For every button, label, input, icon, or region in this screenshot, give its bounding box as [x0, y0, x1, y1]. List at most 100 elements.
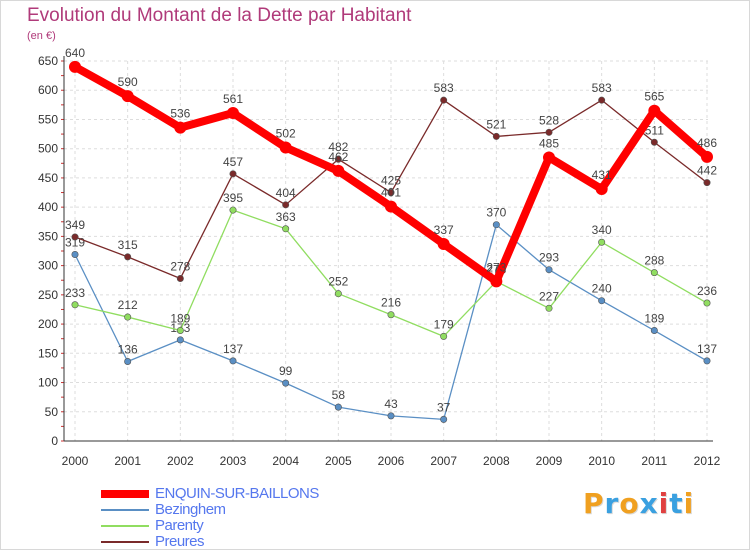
data-label: 349	[65, 218, 85, 232]
brand-letter: o	[619, 487, 640, 520]
data-label: 58	[332, 388, 346, 402]
data-point	[176, 274, 184, 282]
x-tick-label: 2000	[62, 454, 89, 468]
y-tick-label: 450	[38, 171, 58, 185]
data-label: 43	[384, 397, 398, 411]
y-tick-label: 100	[38, 376, 58, 390]
data-point	[650, 269, 658, 277]
data-label: 273	[486, 260, 506, 274]
x-tick-label: 2008	[483, 454, 510, 468]
data-point	[279, 141, 292, 154]
data-label: 340	[592, 223, 612, 237]
x-tick-label: 2002	[167, 454, 194, 468]
data-point	[332, 164, 345, 177]
y-tick-label: 550	[38, 112, 58, 126]
x-tick-label: 2001	[114, 454, 141, 468]
y-tick-label: 350	[38, 229, 58, 243]
y-tick-label: 200	[38, 317, 58, 331]
x-tick-label: 2006	[378, 454, 405, 468]
data-label: 511	[645, 123, 664, 137]
data-point	[174, 121, 187, 134]
data-label: 565	[644, 90, 664, 104]
brand-letter: P	[583, 487, 605, 520]
data-point	[703, 299, 711, 307]
x-tick-label: 2011	[641, 454, 667, 468]
data-label: 136	[118, 342, 138, 356]
data-label: 137	[697, 342, 717, 356]
data-label: 431	[592, 168, 612, 182]
data-label: 502	[276, 127, 296, 141]
data-point	[545, 128, 553, 136]
x-tick-label: 2003	[220, 454, 247, 468]
brand-letter: t	[669, 487, 684, 520]
data-point	[71, 301, 79, 309]
unit-label: (en €)	[27, 30, 56, 42]
data-point	[545, 266, 553, 274]
data-label: 278	[170, 259, 190, 273]
data-point	[387, 189, 395, 197]
data-point	[440, 332, 448, 340]
y-tick-label: 250	[38, 288, 58, 302]
data-label: 337	[434, 223, 454, 237]
data-label: 485	[539, 136, 559, 150]
y-tick-label: 400	[38, 200, 58, 214]
data-point	[229, 170, 237, 178]
data-label: 536	[170, 107, 190, 121]
data-label: 212	[118, 298, 138, 312]
y-tick-label: 650	[38, 54, 58, 68]
legend: ENQUIN-SUR-BAILLONS Bezinghem Parenty Preur…	[101, 485, 421, 550]
legend-item: Bezinghem	[101, 501, 421, 518]
data-point	[124, 253, 132, 261]
x-tick-label: 2007	[430, 454, 457, 468]
data-point	[124, 313, 132, 321]
data-label: 561	[223, 92, 243, 106]
data-label: 227	[539, 289, 559, 303]
data-label: 179	[434, 317, 454, 331]
y-tick-label: 300	[38, 259, 58, 273]
data-label: 288	[644, 254, 664, 268]
data-point	[490, 275, 503, 288]
data-point	[598, 96, 606, 104]
brand-letter: i	[683, 487, 695, 520]
y-tick-label: 0	[51, 434, 58, 448]
data-label: 189	[170, 312, 190, 326]
data-label: 590	[118, 75, 138, 89]
data-label: 233	[65, 286, 85, 300]
data-label: 137	[223, 342, 243, 356]
data-point	[543, 151, 555, 164]
data-point	[598, 297, 606, 305]
data-point	[229, 206, 237, 214]
data-point	[334, 290, 342, 298]
x-tick-label: 2010	[588, 454, 615, 468]
data-point	[176, 336, 184, 344]
data-label: 442	[697, 164, 717, 178]
data-label: 583	[434, 81, 454, 95]
data-point	[648, 104, 661, 117]
brand-logo: Proxiti	[583, 487, 694, 520]
data-point	[282, 379, 290, 387]
brand-letter: r	[604, 487, 620, 520]
data-label: 363	[276, 210, 296, 224]
chart-title: Evolution du Montant de la Dette par Hab…	[27, 5, 412, 26]
x-tick-label: 2012	[694, 454, 721, 468]
y-tick-label: 50	[45, 405, 59, 419]
legend-label: ENQUIN-SUR-BAILLONS	[155, 485, 319, 502]
data-point	[387, 311, 395, 319]
data-point	[282, 225, 290, 233]
data-point	[71, 251, 79, 259]
data-point	[703, 357, 711, 365]
data-point	[229, 357, 237, 365]
data-point	[121, 90, 134, 103]
legend-item: Preures	[101, 533, 421, 550]
data-point	[440, 96, 448, 104]
data-label: 528	[539, 113, 559, 127]
data-label: 486	[697, 136, 717, 150]
data-point	[703, 179, 711, 187]
x-tick-label: 2009	[536, 454, 563, 468]
data-point	[69, 60, 81, 73]
data-point	[387, 412, 395, 420]
data-label: 99	[279, 364, 293, 378]
data-label: 315	[118, 238, 138, 252]
